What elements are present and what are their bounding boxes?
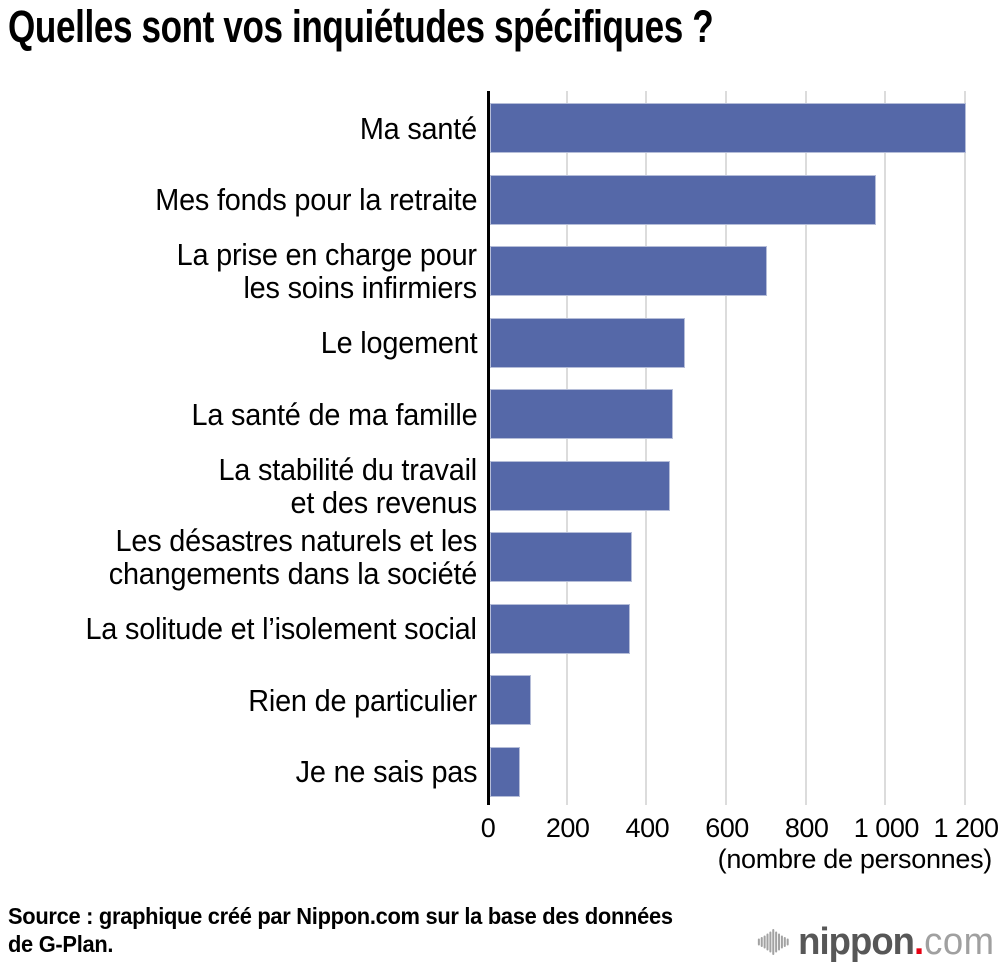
x-axis-ticks: 0 200 400 600 800 1 000 1 200 xyxy=(0,813,1000,845)
category-label: La solitude et l’isolement social xyxy=(85,611,477,647)
category-label-row: Rien de particulier xyxy=(0,662,477,738)
x-tick-label: 600 xyxy=(705,813,749,843)
category-labels: Ma santé Mes fonds pour la retraite La pri… xyxy=(0,91,477,805)
gridline xyxy=(645,91,648,805)
bar xyxy=(490,103,966,153)
category-label: Je ne sais pas xyxy=(295,754,477,790)
category-label-row: La solitude et l’isolement social xyxy=(0,591,477,667)
category-label-row: Le logement xyxy=(0,305,477,381)
page-title: Quelles sont vos inquiétudes spécifiques… xyxy=(8,1,714,52)
category-label-row: Les désastres naturels et les changement… xyxy=(0,519,478,595)
x-tick-label: 400 xyxy=(625,813,670,843)
category-label-row: Ma santé xyxy=(0,90,477,166)
bar xyxy=(490,246,767,297)
logo-name: nippon xyxy=(797,921,915,963)
x-tick-label: 0 xyxy=(480,813,496,843)
category-label: La stabilité du travail et des revenus xyxy=(218,451,477,520)
category-label-row: La stabilité du travail et des revenus xyxy=(0,448,477,524)
category-label: Rien de particulier xyxy=(248,682,477,718)
category-label: Ma santé xyxy=(359,110,477,146)
x-tick-label: 200 xyxy=(545,813,590,843)
gridline xyxy=(565,91,568,805)
gridline xyxy=(964,91,966,805)
category-label: Les désastres naturels et les changement… xyxy=(108,523,478,592)
bar xyxy=(490,174,876,225)
bar xyxy=(490,603,630,654)
x-tick-label: 1 000 xyxy=(853,813,920,843)
category-label-row: Mes fonds pour la retraite xyxy=(0,162,477,238)
gridline xyxy=(804,91,807,805)
category-label: Le logement xyxy=(320,325,477,361)
bar xyxy=(490,532,632,583)
bar xyxy=(490,675,531,726)
y-axis-line xyxy=(487,91,490,805)
category-label: La prise en charge pour les soins infirm… xyxy=(176,237,477,306)
logo-dot: . xyxy=(913,921,924,963)
nippon-logo: nippon. com xyxy=(756,921,994,963)
plot-area xyxy=(487,91,992,805)
x-tick-label: 1 200 xyxy=(933,813,999,843)
x-tick-label: 800 xyxy=(784,813,829,843)
gridline xyxy=(725,91,727,805)
gridline xyxy=(884,91,887,805)
soundwave-bars-icon xyxy=(757,929,789,955)
logo-tld: com xyxy=(923,921,994,963)
bar xyxy=(490,389,673,440)
logo-wordmark: nippon. com xyxy=(798,923,994,961)
category-label-row: La prise en charge pour les soins infirm… xyxy=(0,233,477,309)
category-label: La santé de ma famille xyxy=(191,396,477,432)
source-text: Source : graphique créé par Nippon.com s… xyxy=(8,902,673,958)
source-line-2: de G-Plan. xyxy=(8,931,114,957)
category-label-row: La santé de ma famille xyxy=(0,376,477,452)
source-line-1: Source : graphique créé par Nippon.com s… xyxy=(8,903,673,929)
category-label: Mes fonds pour la retraite xyxy=(154,182,477,218)
bar xyxy=(490,746,520,797)
category-label-row: Je ne sais pas xyxy=(0,734,477,810)
bar xyxy=(490,460,670,511)
x-axis-unit-label: (nombre de personnes) xyxy=(717,844,993,874)
bar xyxy=(490,317,685,368)
